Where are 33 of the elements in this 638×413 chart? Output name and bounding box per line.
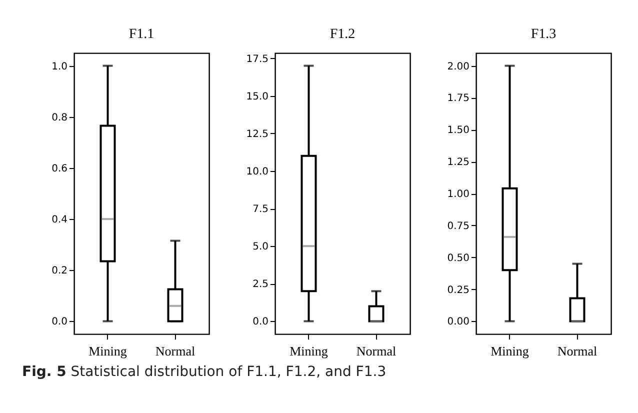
x-tick-label: Normal xyxy=(155,344,196,358)
y-tick-label: 0.8 xyxy=(52,112,68,124)
y-tick-label: 1.25 xyxy=(447,157,470,168)
y-tick-label: 0.6 xyxy=(52,163,68,174)
y-tick-label: 5.0 xyxy=(252,242,268,253)
y-tick-label: 0.25 xyxy=(447,284,470,296)
caption: Fig. 5 Statistical distribution of F1.1, F1.2, and F1.3 xyxy=(22,364,386,380)
x-tick-label: Mining xyxy=(88,344,128,358)
chart-title: F1.3 xyxy=(530,27,556,42)
y-tick-label: 10.0 xyxy=(246,166,268,178)
x-tick-label: Mining xyxy=(290,344,328,358)
y-tick-label: 1.75 xyxy=(447,93,470,104)
y-tick-label: 15.0 xyxy=(246,91,268,102)
y-tick-label: 7.5 xyxy=(252,204,268,216)
x-tick-label: Mining xyxy=(490,344,530,358)
y-tick-label: 0.00 xyxy=(447,316,470,328)
x-tick-label: Normal xyxy=(356,344,396,358)
y-tick-label: 1.50 xyxy=(447,125,470,136)
y-tick-label: 0.50 xyxy=(447,252,470,264)
y-tick-label: 2.5 xyxy=(252,279,268,290)
y-tick-label: 0.2 xyxy=(52,266,68,277)
y-tick-label: 17.5 xyxy=(246,54,268,65)
y-tick-label: 1.00 xyxy=(447,189,470,200)
y-tick-label: 1.0 xyxy=(52,61,68,72)
y-tick-label: 0.75 xyxy=(447,220,470,232)
chart-title: F1.1 xyxy=(128,27,154,42)
y-tick-label: 0.4 xyxy=(52,214,68,226)
y-tick-label: 0.0 xyxy=(52,316,68,328)
y-tick-label: 0.0 xyxy=(252,316,268,328)
y-tick-label: 12.5 xyxy=(246,128,268,140)
x-tick-label: Normal xyxy=(557,344,598,358)
y-tick-label: 2.00 xyxy=(447,61,470,72)
chart-title: F1.2 xyxy=(330,27,356,42)
